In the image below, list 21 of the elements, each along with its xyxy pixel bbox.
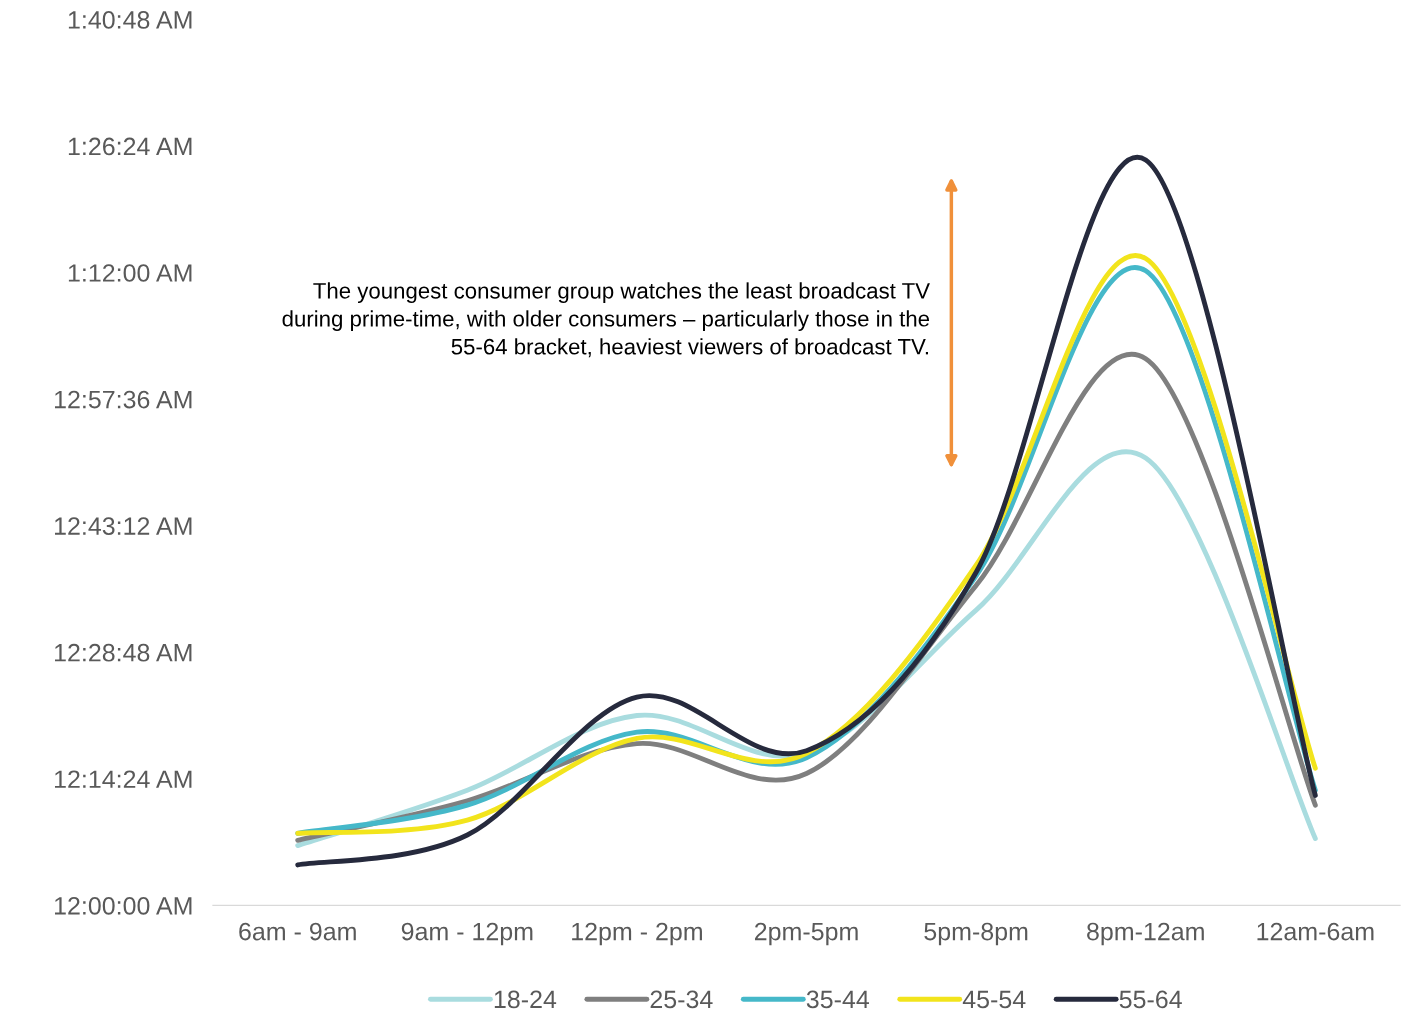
- y-tick-label: 12:43:12 AM: [55, 517, 192, 535]
- y-tick-label: 12:00:00 AM: [55, 896, 192, 915]
- x-tick-label: 9am - 12pm: [401, 922, 533, 946]
- y-tick-label: 1:26:24 AM: [68, 137, 192, 156]
- legend-label: 45-54: [962, 990, 1026, 1009]
- x-tick-label: 8pm-12am: [1087, 922, 1204, 946]
- x-tick-label: 5pm-8pm: [924, 922, 1028, 946]
- legend-label: 55-64: [1119, 990, 1182, 1009]
- y-tick-label: 12:14:24 AM: [55, 770, 192, 788]
- x-tick-label: 6am - 9am: [239, 922, 356, 941]
- y-tick-label: 12:28:48 AM: [55, 643, 192, 662]
- annotation: The youngest consumer group watches the least broadcast TV during prime-time, with older consumers – particularly those in the 55-64 bracket, heaviest viewers of broadcast TV.: [282, 282, 930, 358]
- y-tick-label: 1:40:48 AM: [68, 11, 192, 29]
- y-tick-label: 12:57:36 AM: [55, 390, 192, 409]
- legend-label: 18-24: [494, 990, 557, 1009]
- legend-label: 25-34: [650, 990, 713, 1009]
- x-tick-label: 2pm-5pm: [754, 922, 858, 946]
- y-tick-label: 1:12:00 AM: [68, 264, 192, 282]
- x-tick-label: 12pm - 2pm: [572, 922, 702, 946]
- x-tick-label: 12am-6am: [1257, 922, 1374, 941]
- legend-label: 35-44: [806, 990, 870, 1009]
